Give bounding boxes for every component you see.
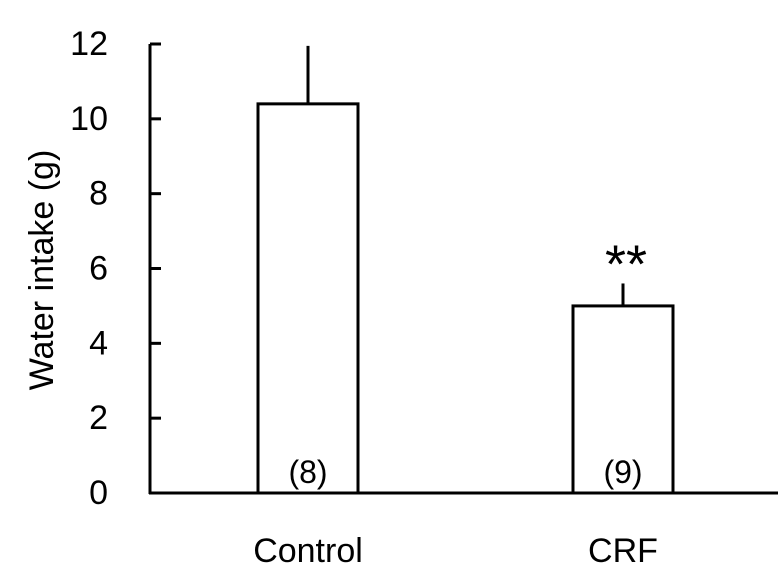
bar xyxy=(571,304,675,495)
sample-size-label: (9) xyxy=(603,454,642,490)
y-tick-label: 4 xyxy=(89,324,108,362)
y-tick-label: 12 xyxy=(70,25,108,63)
significance-marker: ** xyxy=(605,234,647,294)
plot-area: 0 2 4 6 8 10 12 (8) Control (9) CRF ** xyxy=(70,25,778,570)
y-axis-label: Water intake (g) xyxy=(23,150,61,391)
category-label: Control xyxy=(253,532,363,570)
y-tick-label: 8 xyxy=(89,175,108,213)
y-tick-label: 10 xyxy=(70,100,108,138)
sample-size-label: (8) xyxy=(288,454,327,490)
y-tick-label: 0 xyxy=(89,474,108,512)
category-label: CRF xyxy=(588,532,658,570)
bar xyxy=(256,102,360,495)
y-tick-label: 2 xyxy=(89,399,108,437)
y-tick-label: 6 xyxy=(89,250,108,288)
